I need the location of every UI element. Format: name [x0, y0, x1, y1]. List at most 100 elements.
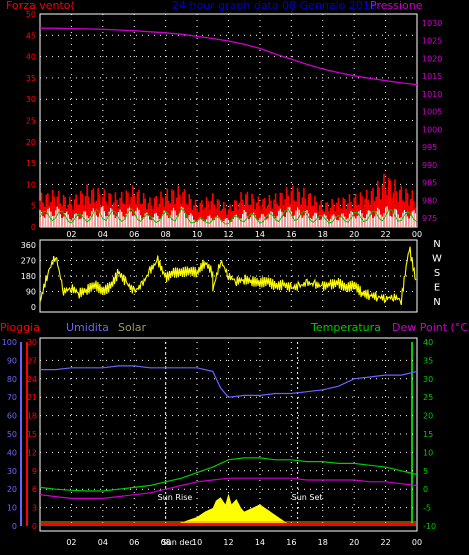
time-tick-label: 16: [286, 230, 296, 239]
pressure-tick-label: 995: [422, 143, 437, 152]
humidity-tick-label: 50: [7, 430, 17, 439]
time-tick-label: 08: [161, 538, 171, 547]
pressure-tick-label: 975: [422, 214, 437, 223]
dewpoint-label: Dew Point (°C): [392, 321, 469, 334]
rain-tick-label: 3: [32, 504, 37, 513]
time-tick-label: 00: [412, 230, 422, 239]
time-tick-label: 10: [192, 230, 202, 239]
wind-tick-label: 10: [26, 180, 36, 189]
time-tick-label: 14: [255, 230, 265, 239]
humidity-tick-label: 0: [12, 522, 17, 531]
humidity-tick-label: 70: [7, 393, 17, 402]
pressure-line: [40, 27, 418, 86]
temperature-label: Temperatura: [310, 321, 381, 334]
humidity-tick-label: 30: [7, 467, 17, 476]
time-tick-label: 22: [380, 538, 390, 547]
time-tick-label: 00: [412, 538, 422, 547]
wind-tick-label: 25: [26, 117, 36, 126]
wind-tick-label: 20: [26, 138, 36, 147]
time-tick-label: 04: [98, 230, 108, 239]
rain-tick-label: 27: [27, 356, 37, 365]
pressure-tick-label: 1025: [422, 37, 442, 46]
sunset-label: Sun Set: [292, 493, 323, 502]
time-tick-label: 12: [223, 538, 233, 547]
compass-label: W: [432, 254, 442, 265]
compass-label: N: [433, 297, 440, 308]
direction-tick-label: 270: [21, 257, 36, 266]
humidity-tick-label: 60: [7, 412, 17, 421]
wind-tick-label: 40: [26, 53, 36, 62]
wind-tick-label: 0: [31, 223, 36, 232]
rain-tick-label: 6: [32, 485, 37, 494]
temperature-tick-label: 35: [423, 356, 433, 365]
humidity-label: Umidita: [66, 321, 109, 334]
wind-tick-label: 15: [26, 159, 36, 168]
temperature-tick-label: 5: [423, 467, 428, 476]
rain-tick-label: 0: [32, 522, 37, 531]
wind-tick-label: 50: [26, 10, 36, 19]
time-tick-label: 02: [66, 538, 76, 547]
pressure-tick-label: 980: [422, 196, 437, 205]
dewpoint-line: [39, 477, 418, 499]
rain-tick-label: 12: [27, 448, 37, 457]
rain-tick-label: 15: [27, 430, 37, 439]
rain-label: Pioggia: [0, 321, 40, 334]
compass-label: E: [434, 283, 440, 294]
humidity-tick-label: 100: [2, 338, 17, 347]
solar-label: Solar: [118, 321, 147, 334]
wind-direction-line: [39, 246, 417, 306]
pressure-tick-label: 985: [422, 179, 437, 188]
direction-tick-label: 90: [26, 288, 36, 297]
pressure-tick-label: 1020: [422, 54, 442, 63]
pressure-tick-label: 1015: [422, 72, 442, 81]
temperature-tick-label: 20: [423, 412, 433, 421]
temperature-tick-label: -5: [423, 504, 431, 513]
humidity-tick-label: 20: [7, 485, 17, 494]
temperature-tick-label: -10: [423, 522, 436, 531]
chart-title: 24 hour graph data 08 Gennaio 2018: [172, 0, 377, 12]
time-tick-label: 18: [318, 538, 328, 547]
humidity-tick-label: 80: [7, 375, 17, 384]
pressure-tick-label: 1030: [422, 19, 442, 28]
time-tick-label: 02: [66, 230, 76, 239]
time-tick-label: 22: [380, 230, 390, 239]
wind-axis-label: Forza vento(: [6, 0, 75, 12]
wind-tick-label: 5: [31, 202, 36, 211]
rain-tick-label: 9: [32, 467, 37, 476]
wind-average-line: [39, 207, 418, 225]
temperature-tick-label: 30: [423, 375, 433, 384]
time-tick-label: 10: [192, 538, 202, 547]
time-tick-label: 06: [129, 230, 139, 239]
pressure-tick-label: 1010: [422, 90, 442, 99]
sunrise-label: Sun Rise: [158, 493, 193, 502]
time-tick-label: 20: [349, 230, 359, 239]
rain-tick-label: 21: [27, 393, 37, 402]
time-tick-label: 12: [223, 230, 233, 239]
temperature-line: [39, 457, 418, 492]
rain-bar: [41, 523, 416, 526]
pressure-tick-label: 1005: [422, 108, 442, 117]
solar-area: [40, 493, 417, 526]
temperature-tick-label: 25: [423, 393, 433, 402]
time-tick-label: 04: [98, 538, 108, 547]
humidity-line: [40, 365, 418, 398]
time-tick-label: 16: [286, 538, 296, 547]
pressure-axis-label: Pressione: [370, 0, 423, 12]
temperature-tick-label: 10: [423, 448, 433, 457]
time-tick-label: 08: [161, 230, 171, 239]
sun-noon-label: Sun dec: [162, 538, 194, 547]
compass-label: S: [434, 268, 440, 279]
temperature-tick-label: 0: [423, 485, 428, 494]
humidity-tick-label: 10: [7, 504, 17, 513]
temperature-tick-label: 15: [423, 430, 433, 439]
pressure-tick-label: 1000: [422, 125, 442, 134]
rain-tick-label: 18: [27, 412, 37, 421]
rain-tick-label: 24: [27, 375, 37, 384]
temperature-tick-label: 40: [423, 338, 433, 347]
direction-tick-label: 0: [31, 303, 36, 312]
direction-tick-label: 180: [21, 272, 36, 281]
